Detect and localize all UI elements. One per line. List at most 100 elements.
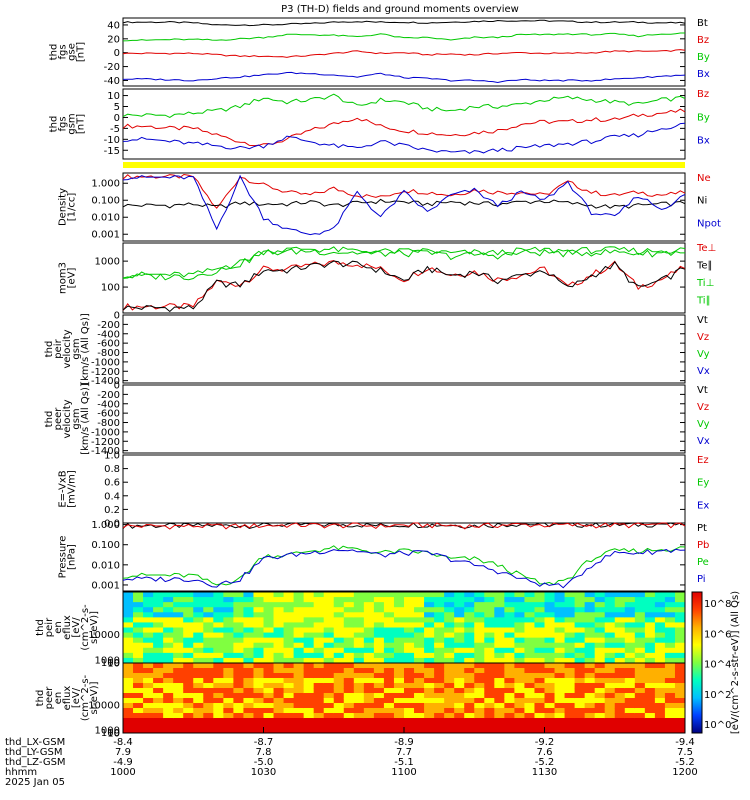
heatmap-cell xyxy=(203,622,214,628)
legend-label: Npot xyxy=(697,218,721,229)
heatmap-cell xyxy=(183,683,194,689)
heatmap-cell xyxy=(393,642,405,649)
heatmap-cell xyxy=(133,698,144,704)
heatmap-cell xyxy=(163,607,174,613)
heatmap-cell xyxy=(644,673,656,679)
y-tick-label: 10000 xyxy=(88,701,120,712)
heatmap-cell xyxy=(183,728,194,734)
heatmap-cell xyxy=(454,713,465,719)
heatmap-cell xyxy=(293,647,305,654)
heatmap-cell xyxy=(414,592,425,598)
heatmap-cell xyxy=(173,647,184,654)
heatmap-cell xyxy=(213,708,224,714)
series-line-Bt xyxy=(122,19,686,27)
heatmap-cell xyxy=(163,728,174,734)
heatmap-cell xyxy=(383,728,395,734)
legend-label: Bx xyxy=(697,69,710,80)
heatmap-cell xyxy=(474,657,485,664)
heatmap-cell xyxy=(353,718,365,724)
heatmap-cell xyxy=(243,647,254,654)
heatmap-cell xyxy=(153,678,164,684)
heatmap-cell xyxy=(534,718,545,724)
heatmap-cell xyxy=(494,597,505,603)
heatmap-cell xyxy=(584,708,596,714)
heatmap-cell xyxy=(283,607,295,613)
heatmap-cell xyxy=(654,632,666,639)
heatmap-cell xyxy=(343,617,355,623)
heatmap-cell xyxy=(363,602,375,608)
heatmap-cell xyxy=(393,673,405,679)
heatmap-cell xyxy=(464,708,475,714)
heatmap-cell xyxy=(373,683,385,689)
heatmap-cell xyxy=(303,637,315,644)
heatmap-cell xyxy=(353,688,365,694)
heatmap-cell xyxy=(123,673,134,679)
heatmap-cell xyxy=(243,622,254,628)
legend-label: Vt xyxy=(697,385,708,396)
heatmap-cell xyxy=(434,597,445,603)
heatmap-cell xyxy=(353,698,365,704)
x-tick-label: -5.0 xyxy=(254,757,274,768)
heatmap-cell xyxy=(624,673,636,679)
heatmap-cell xyxy=(273,607,285,613)
heatmap-cell xyxy=(133,723,144,729)
heatmap-cell xyxy=(524,718,535,724)
heatmap-cell xyxy=(404,663,415,669)
heatmap-cell xyxy=(263,673,275,679)
heatmap-cell xyxy=(544,642,556,649)
heatmap-cell xyxy=(363,647,375,654)
heatmap-cell xyxy=(604,663,616,669)
heatmap-cell xyxy=(383,683,395,689)
heatmap-cell xyxy=(173,597,184,603)
heatmap-cell xyxy=(624,723,636,729)
heatmap-cell xyxy=(173,602,184,608)
heatmap-cell xyxy=(143,708,154,714)
heatmap-cell xyxy=(494,627,505,634)
y-tick-label: 0.100 xyxy=(91,540,120,551)
heatmap-cell xyxy=(213,718,224,724)
heatmap-cell xyxy=(524,688,535,694)
heatmap-cell xyxy=(534,622,545,628)
heatmap-cell xyxy=(444,652,455,659)
y-axis-label: [nT] xyxy=(76,114,87,134)
y-axis-label: thd xyxy=(44,341,55,358)
heatmap-cell xyxy=(674,642,686,649)
heatmap-cell xyxy=(373,708,385,714)
heatmap-cell xyxy=(544,622,556,628)
heatmap-cell xyxy=(123,622,134,628)
heatmap-cell xyxy=(404,622,415,628)
heatmap-cell xyxy=(313,663,325,669)
heatmap-cell xyxy=(343,723,355,729)
heatmap-cell xyxy=(504,708,515,714)
heatmap-cell xyxy=(434,728,445,734)
heatmap-cell xyxy=(213,607,224,613)
heatmap-cell xyxy=(143,673,154,679)
heatmap-cell xyxy=(654,617,666,623)
heatmap-cell xyxy=(644,663,656,669)
heatmap-cell xyxy=(634,597,646,603)
heatmap-cell xyxy=(343,703,355,709)
heatmap-cell xyxy=(474,652,485,659)
heatmap-cell xyxy=(624,642,636,649)
heatmap-cell xyxy=(393,657,405,664)
heatmap-cell xyxy=(203,673,214,679)
y-axis-label: sr-eV)] xyxy=(89,611,100,644)
heatmap-cell xyxy=(594,708,606,714)
heatmap-cell xyxy=(283,642,295,649)
heatmap-cell xyxy=(454,663,465,669)
y-axis-label: eflux xyxy=(62,686,73,711)
heatmap-cell xyxy=(514,693,525,699)
heatmap-cell xyxy=(604,678,616,684)
heatmap-cell xyxy=(634,673,646,679)
heatmap-cell xyxy=(213,723,224,729)
heatmap-cell xyxy=(143,657,154,664)
heatmap-cell xyxy=(534,647,545,654)
heatmap-cell xyxy=(283,723,295,729)
heatmap-cell xyxy=(353,723,365,729)
heatmap-cell xyxy=(404,683,415,689)
heatmap-cell xyxy=(474,678,485,684)
heatmap-cell xyxy=(353,647,365,654)
heatmap-cell xyxy=(404,693,415,699)
heatmap-cell xyxy=(293,632,305,639)
heatmap-cell xyxy=(153,622,164,628)
